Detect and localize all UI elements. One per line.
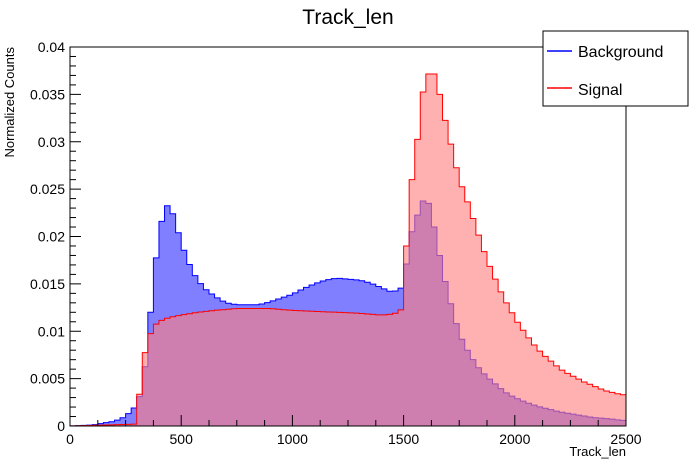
y-tick-label: 0.03 <box>38 134 65 150</box>
y-tick-label: 0.005 <box>30 371 65 387</box>
y-tick-label: 0.01 <box>38 323 65 339</box>
y-axis: 0 0.005 0.01 0.015 0.02 0.025 0.03 0.035 0.04 <box>30 39 81 434</box>
series-layer <box>69 73 626 427</box>
series-fill-signal <box>70 74 626 426</box>
legend-box <box>542 30 689 107</box>
series-line-signal <box>69 73 626 427</box>
legend: Background Signal <box>542 30 689 107</box>
y-tick-label: 0.025 <box>30 181 65 197</box>
x-axis-title: Track_len <box>569 444 626 459</box>
chart-title: Track_len <box>302 6 393 29</box>
y-tick-label: 0 <box>57 418 65 434</box>
x-tick-label: 1000 <box>277 431 308 447</box>
legend-label-background: Background <box>578 44 663 61</box>
x-tick-label: 1500 <box>388 431 419 447</box>
x-tick-label: 2000 <box>499 431 530 447</box>
x-tick-label: 500 <box>170 431 194 447</box>
y-tick-label: 0.035 <box>30 86 65 102</box>
x-tick-label: 2500 <box>610 431 641 447</box>
y-axis-title: Normalized Counts <box>2 47 17 158</box>
y-tick-label: 0.04 <box>38 39 65 55</box>
y-tick-label: 0.015 <box>30 276 65 292</box>
y-tick-label: 0.02 <box>38 229 65 245</box>
legend-label-signal: Signal <box>578 82 622 99</box>
x-tick-label: 0 <box>66 431 74 447</box>
x-axis: 0 500 1000 1500 2000 2500 <box>66 415 642 447</box>
